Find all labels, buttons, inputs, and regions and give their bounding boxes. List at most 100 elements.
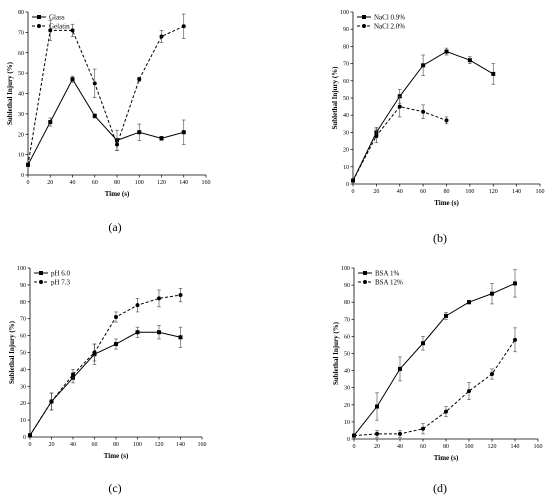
chart-panel-1: 0 20 40 60 80 100 120 140 160 0 10 20 30 40 50 60 70 80 Ti… [6,10,211,234]
data-point [513,337,517,342]
series-1 [352,269,517,438]
data-point [467,58,472,63]
data-point [92,350,97,355]
legend-marker [39,280,43,284]
y-tick-label: 30 [18,112,24,118]
series-1 [28,325,183,438]
x-tick-label: 60 [420,189,426,195]
data-point [444,409,448,414]
series-line [353,339,516,437]
x-tick-label: 0 [29,442,32,448]
data-point [352,433,356,438]
data-point [92,113,97,118]
data-point [398,366,402,371]
x-tick-label: 80 [114,180,120,186]
series-1 [26,75,186,167]
x-tick-label: 120 [155,442,164,448]
x-axis-title: Time (s) [434,454,459,462]
y-tick-label: 40 [18,92,24,98]
x-tick-label: 140 [179,180,188,186]
y-tick-label: 30 [343,130,349,136]
x-tick-label: 80 [113,442,119,448]
data-point [71,372,75,377]
panel-label: (d) [433,481,447,495]
x-tick-label: 20 [49,442,55,448]
data-point [114,315,118,320]
x-axis-title: Time (s) [104,452,129,460]
y-tick-label: 80 [18,10,24,16]
legend-label: Gelatin [49,22,70,30]
data-point [49,399,54,404]
legend-marker [363,271,367,275]
x-tick-label: 60 [420,444,426,450]
y-tick-label: 100 [340,10,349,16]
y-tick-label: 30 [344,386,350,392]
data-point [398,431,402,436]
chart-panel-3: 0 20 40 60 80 100 120 140 160 0 10 20 30 40 50 60 70 80 90… [8,266,207,495]
legend-marker [37,15,41,19]
y-tick-label: 90 [343,27,349,33]
data-point [92,81,97,86]
x-tick-label: 80 [444,189,450,195]
legend-entry: NaCl 0.9% [357,13,405,21]
series-line [27,78,184,166]
data-point [70,28,75,33]
y-tick-label: 30 [20,384,26,390]
panel-label: (a) [108,220,121,234]
x-tick-label: 160 [198,442,207,448]
data-point [159,136,164,141]
x-tick-label: 40 [397,444,403,450]
x-tick-label: 160 [536,189,545,195]
y-tick-label: 80 [343,44,349,50]
x-tick-label: 160 [534,444,543,450]
legend-entry: Gelatin [32,22,70,30]
x-axis-title: Time (s) [434,199,459,207]
y-tick-label: 10 [343,165,349,171]
legend-marker [37,24,41,28]
y-tick-label: 20 [18,132,24,138]
series-2 [28,287,183,438]
chart-panel-4: 0 20 40 60 80 100 120 140 160 0 10 20 30 40 50 60 70 80 90… [332,266,543,495]
y-tick-label: 40 [343,113,349,119]
y-axis-title: Sublethal Injury (%) [332,321,340,385]
y-tick-label: 0 [21,173,24,179]
y-tick-label: 60 [20,334,26,340]
data-point [467,300,471,305]
data-point [444,118,449,123]
data-point [421,426,425,431]
data-point [444,49,449,54]
legend-label: NaCl 0.9% [374,13,405,21]
x-tick-label: 20 [373,189,379,195]
y-tick-label: 50 [20,351,26,357]
data-point [181,24,186,29]
y-tick-label: 10 [344,420,350,426]
y-tick-label: 50 [18,71,24,77]
series-2 [26,13,186,167]
y-tick-label: 40 [344,369,350,375]
x-tick-label: 0 [353,444,356,450]
y-tick-label: 70 [343,62,349,68]
y-tick-label: 100 [17,266,26,272]
series-line [29,294,181,436]
series-line [352,106,447,181]
data-point [375,431,379,436]
series-line [27,25,184,165]
data-point [157,330,161,335]
x-tick-label: 140 [176,442,185,448]
y-tick-label: 90 [344,283,350,289]
y-tick-label: 80 [20,300,26,306]
data-point [115,142,119,147]
legend-entry: Glass [32,13,65,21]
chart-panel-2: 0 20 40 60 80 100 120 140 160 0 10 20 30 40 50 60 70 80 90… [331,10,545,245]
y-tick-label: 70 [18,30,24,36]
series-2 [351,95,449,183]
legend-entry: pH 6.0 [34,269,71,277]
x-tick-label: 100 [133,442,142,448]
x-tick-label: 140 [511,444,520,450]
data-point [490,291,494,296]
data-point [375,404,379,409]
y-tick-label: 90 [20,283,26,289]
y-tick-label: 10 [18,153,24,159]
x-tick-label: 40 [397,189,403,195]
